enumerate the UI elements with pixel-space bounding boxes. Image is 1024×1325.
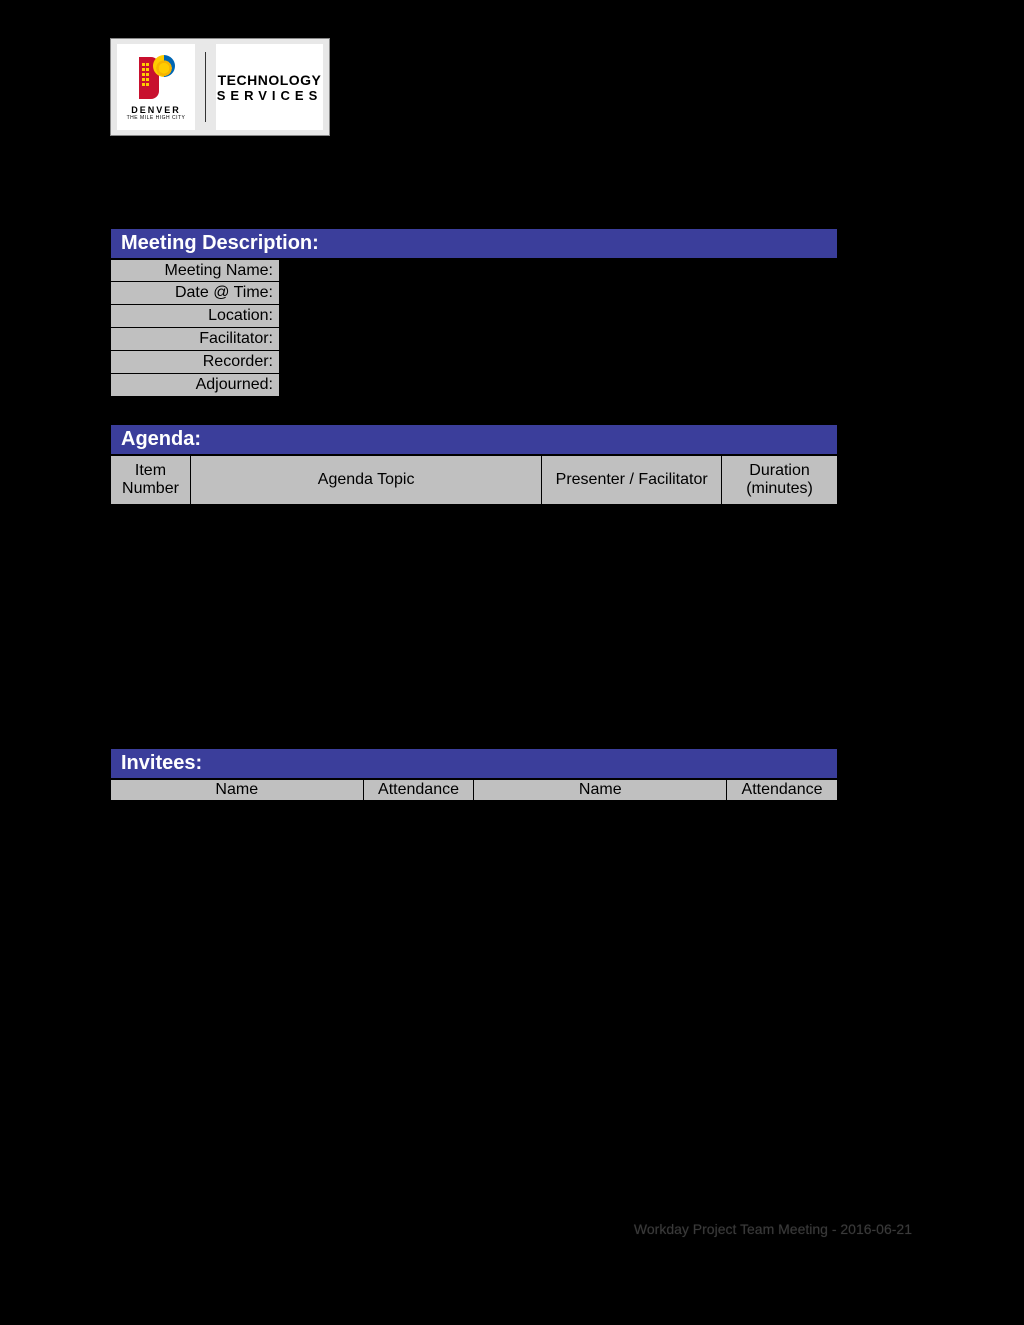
desc-label: Location: xyxy=(110,305,280,328)
footer-text: Workday Project Team Meeting - 2016-06-2… xyxy=(634,1221,912,1237)
desc-label: Facilitator: xyxy=(110,328,280,351)
denver-subtext: THE MILE HIGH CITY xyxy=(127,115,186,121)
tech-line2: SERVICES xyxy=(217,88,323,103)
agenda-col-duration: Duration (minutes) xyxy=(722,456,838,505)
desc-label: Meeting Name: xyxy=(110,259,280,282)
invitees-section: Invitees: Name Attendance Name Attendanc… xyxy=(110,748,838,801)
desc-row-facilitator: Facilitator: xyxy=(110,328,838,351)
desc-label: Date @ Time: xyxy=(110,282,280,305)
agenda-section: Agenda: Item Number Agenda Topic Present… xyxy=(110,424,838,505)
desc-row-adjourned: Adjourned: xyxy=(110,374,838,397)
desc-label: Recorder: xyxy=(110,351,280,374)
tech-line1: TECHNOLOGY xyxy=(218,72,322,88)
agenda-header: Agenda: xyxy=(110,424,838,455)
invitees-col-name-2: Name xyxy=(474,780,727,801)
logo-box: DENVER THE MILE HIGH CITY TECHNOLOGY SER… xyxy=(110,38,330,136)
denver-d-mark xyxy=(135,53,177,103)
desc-row-location: Location: xyxy=(110,305,838,328)
denver-logo: DENVER THE MILE HIGH CITY xyxy=(117,44,195,130)
desc-row-date-time: Date @ Time: xyxy=(110,282,838,305)
meeting-description-header: Meeting Description: xyxy=(110,228,838,259)
desc-row-meeting-name: Meeting Name: xyxy=(110,259,838,282)
desc-label: Adjourned: xyxy=(110,374,280,397)
agenda-col-presenter: Presenter / Facilitator xyxy=(542,456,722,505)
invitees-col-attendance-2: Attendance xyxy=(727,780,838,801)
invitees-col-name-1: Name xyxy=(111,780,364,801)
desc-row-recorder: Recorder: xyxy=(110,351,838,374)
logo-divider xyxy=(205,52,206,122)
agenda-table: Item Number Agenda Topic Presenter / Fac… xyxy=(110,455,838,505)
invitees-col-attendance-1: Attendance xyxy=(363,780,474,801)
invitees-header: Invitees: xyxy=(110,748,838,779)
agenda-header-row: Item Number Agenda Topic Presenter / Fac… xyxy=(111,456,838,505)
agenda-col-item-number: Item Number xyxy=(111,456,191,505)
invitees-table: Name Attendance Name Attendance xyxy=(110,779,838,801)
page: DENVER THE MILE HIGH CITY TECHNOLOGY SER… xyxy=(0,0,1024,1325)
agenda-col-topic: Agenda Topic xyxy=(190,456,541,505)
tech-services-logo: TECHNOLOGY SERVICES xyxy=(216,44,323,130)
meeting-description-section: Meeting Description: Meeting Name: Date … xyxy=(110,228,838,397)
denver-text: DENVER xyxy=(131,105,181,115)
invitees-header-row: Name Attendance Name Attendance xyxy=(111,780,838,801)
